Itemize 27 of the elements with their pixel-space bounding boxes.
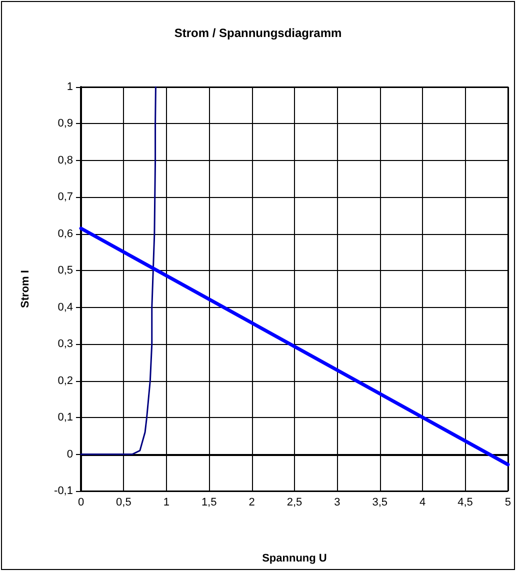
y-tick-label: 0,8 — [58, 154, 73, 166]
x-tick-label: 2 — [248, 496, 255, 508]
y-tick-label: 0,3 — [58, 338, 73, 350]
y-tick-label: 0,2 — [58, 374, 73, 387]
y-tick-label: -0,1 — [54, 485, 73, 497]
y-tick-label: 0,5 — [58, 264, 73, 277]
y-tick-label: 0,1 — [58, 412, 73, 424]
y-tick-label: 0,6 — [58, 228, 73, 240]
y-tick-label: 1 — [66, 81, 73, 93]
x-tick-label: 0 — [78, 496, 84, 508]
chart-title: Strom / Spannungsdiagramm — [174, 26, 342, 40]
x-tick-label: 0,5 — [116, 496, 132, 508]
y-tick-label: 0,7 — [58, 191, 73, 204]
y-axis-title: Strom I — [20, 270, 32, 308]
x-tick-label: 2,5 — [286, 496, 302, 508]
x-tick-label: 3 — [334, 496, 340, 508]
x-tick-label: 1,5 — [201, 496, 217, 508]
x-tick-label: 4 — [419, 496, 426, 508]
x-tick-label: 3,5 — [372, 496, 388, 508]
y-tick-label: 0 — [66, 448, 73, 460]
y-tick-label: 0,9 — [58, 118, 73, 130]
x-tick-label: 5 — [504, 496, 512, 508]
x-axis-title: Spannung U — [262, 552, 327, 564]
line-series — [80, 86, 156, 456]
x-tick-label: 4,5 — [458, 496, 473, 508]
y-tick-label: 0,4 — [58, 301, 73, 314]
x-tick-label: 1 — [163, 496, 170, 508]
